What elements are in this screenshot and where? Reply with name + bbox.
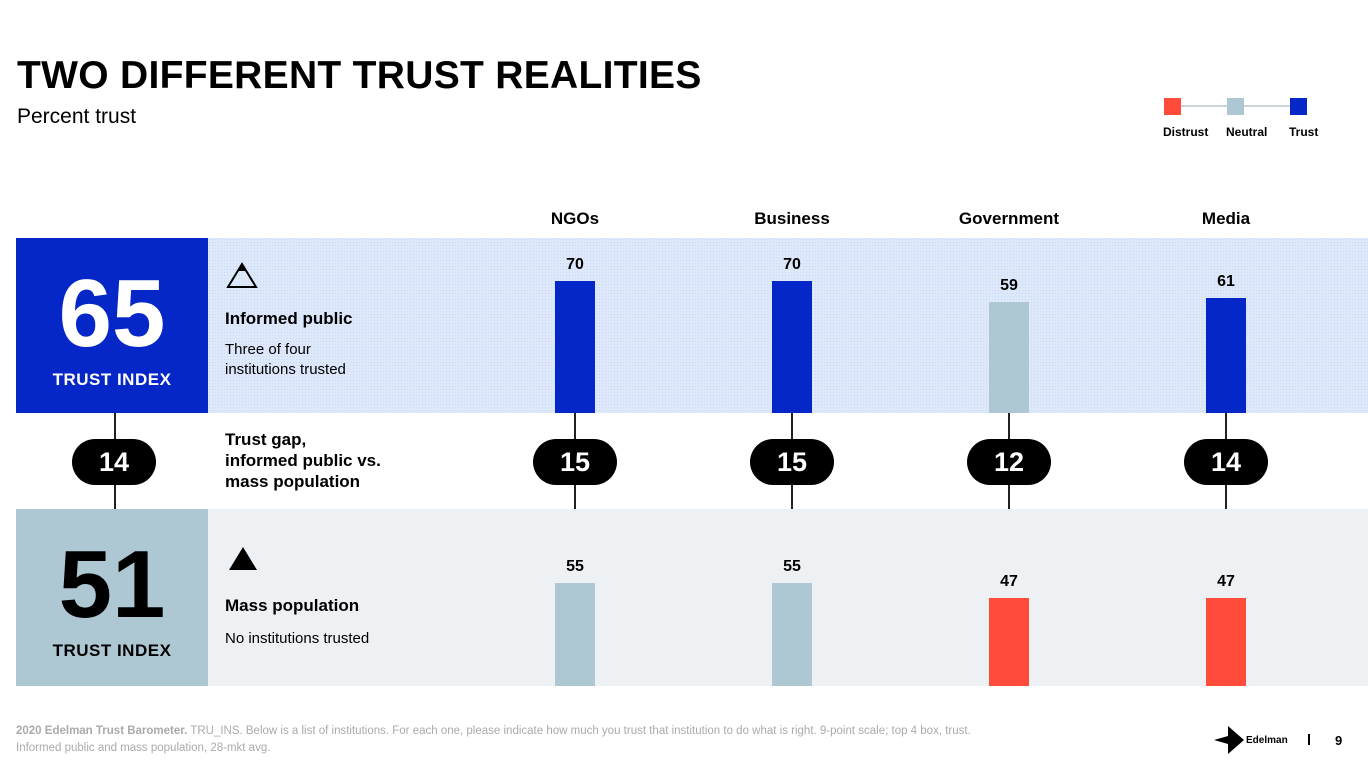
informed-public-band	[16, 238, 1368, 413]
edelman-logo-icon	[1214, 726, 1244, 754]
informed-trust-index: 65 TRUST INDEX	[16, 238, 208, 413]
bar-informed-public	[555, 281, 595, 413]
mass-population-label: Mass population	[225, 596, 360, 615]
bar-mass-population	[772, 582, 812, 686]
value-label: 70	[783, 256, 801, 274]
legend-swatch-trust	[1290, 98, 1307, 115]
footer-source: 2020 Edelman Trust Barometer.	[16, 725, 188, 737]
column-header: Government	[958, 209, 1060, 228]
bar-informed-public	[989, 302, 1029, 413]
legend-label: Trust	[1289, 125, 1319, 139]
index-label: TRUST INDEX	[52, 370, 172, 389]
brand-name: Edelman	[1246, 735, 1288, 746]
bar-mass-population	[1206, 597, 1246, 686]
value-label: 70	[566, 256, 584, 274]
page-title: TWO DIFFERENT TRUST REALITIES	[17, 54, 702, 97]
gap-line: mass population	[225, 472, 361, 491]
informed-desc: Three of four institutions trusted	[225, 340, 346, 380]
page-subtitle: Percent trust	[17, 105, 137, 128]
value-label: 59	[1000, 277, 1018, 295]
legend-label: Neutral	[1226, 125, 1268, 139]
footer-text: Informed public and mass population, 28-…	[16, 742, 271, 754]
bar-mass-population	[989, 597, 1029, 686]
index-label: TRUST INDEX	[52, 641, 172, 660]
gap-line: informed public vs.	[225, 451, 381, 470]
bar-informed-public	[1206, 298, 1246, 413]
legend-swatch-distrust	[1164, 98, 1181, 115]
index-value: 51	[58, 531, 166, 638]
value-label: 55	[566, 557, 584, 575]
mass-population-band	[16, 509, 1368, 686]
footer-text: TRU_INS. Below is a list of institutions…	[187, 725, 971, 737]
value-label: 47	[1000, 572, 1018, 590]
divider	[1308, 734, 1310, 745]
column-header: Media	[1201, 209, 1251, 228]
bar-informed-public	[772, 281, 812, 413]
informed-public-label: Informed public	[225, 309, 353, 328]
desc-line: institutions trusted	[225, 361, 346, 378]
value-label: 61	[1217, 273, 1235, 291]
mass-population-icon	[229, 547, 257, 570]
mass-trust-index: 51 TRUST INDEX	[16, 509, 208, 686]
trust-gap-pill: 15	[750, 439, 834, 485]
legend-swatch-neutral	[1227, 98, 1244, 115]
mass-desc: No institutions trusted	[225, 630, 370, 647]
trust-gap-pill: 14	[72, 439, 156, 485]
page-number: 9	[1335, 733, 1343, 748]
column-header: Business	[754, 209, 830, 228]
desc-line: Three of four	[225, 341, 311, 358]
column-header: NGOs	[550, 209, 600, 228]
trust-gap-pill: 12	[967, 439, 1051, 485]
index-value: 65	[58, 260, 166, 367]
trust-gap-pill: 14	[1184, 439, 1268, 485]
value-label: 47	[1217, 572, 1235, 590]
informed-public-icon	[226, 262, 258, 288]
trust-gap-label: Trust gap, informed public vs. mass popula…	[225, 429, 381, 492]
trust-gap-pill: 15	[533, 439, 617, 485]
value-label: 55	[783, 557, 801, 575]
gap-line: Trust gap,	[225, 430, 307, 449]
legend-label: Distrust	[1163, 125, 1209, 139]
bar-mass-population	[555, 582, 595, 686]
footer-note: 2020 Edelman Trust Barometer. TRU_INS. B…	[16, 723, 971, 757]
